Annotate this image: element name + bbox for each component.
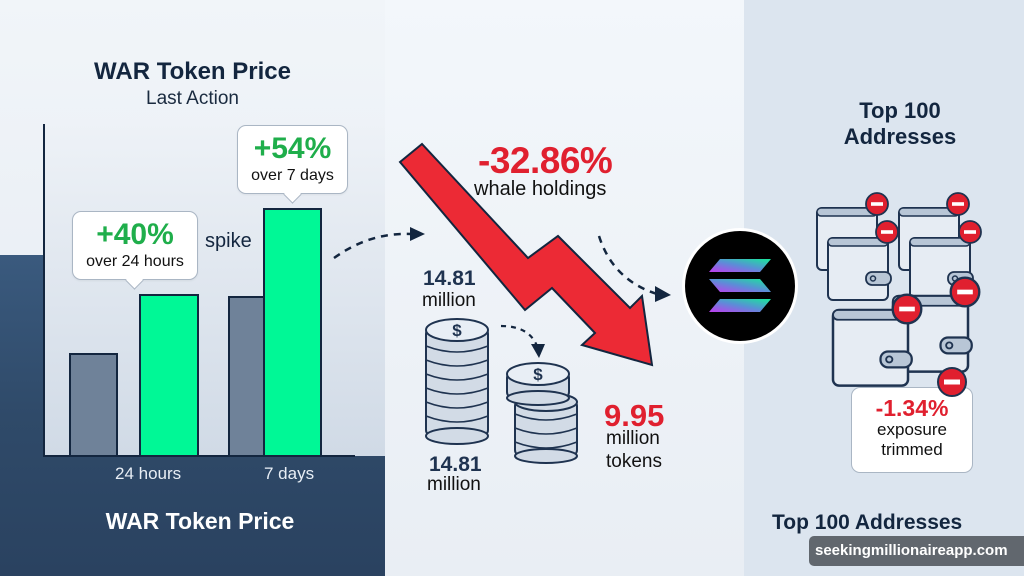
price-subtitle: Last Action — [146, 88, 239, 109]
addresses-title: Top 100 Addresses — [744, 98, 1024, 150]
coin-stack-icon: $ — [425, 318, 489, 445]
addresses-bottom-title: Top 100 Addresses — [772, 511, 963, 534]
price-bottom-title: WAR Token Price — [105, 508, 295, 534]
before-unit: million — [422, 290, 476, 311]
bar-24h-before — [69, 353, 118, 455]
minus-badge-icon — [875, 220, 899, 244]
callout-24h-value: +40% — [96, 218, 174, 251]
minus-badge-icon — [865, 192, 889, 216]
dollar-icon: $ — [452, 321, 462, 340]
spike-label: spike — [205, 230, 252, 252]
wallet-icon — [827, 237, 892, 301]
bar-7d-before — [228, 296, 265, 455]
after-unit-line1: million — [606, 428, 660, 449]
minus-badge-icon — [946, 192, 970, 216]
minus-badge-icon — [937, 367, 967, 397]
addresses-title-line1: Top 100 — [859, 98, 941, 123]
x-label-24h: 24 hours — [115, 464, 182, 483]
x-axis — [43, 455, 355, 457]
exposure-label-line1: exposure — [877, 420, 947, 439]
before-value: 14.81 — [423, 267, 476, 290]
after-value: 9.95 — [604, 398, 665, 433]
callout-7d-value: +54% — [253, 132, 332, 165]
callout-7d: +54% over 7 days — [237, 125, 348, 194]
addresses-title-line2: Addresses — [843, 124, 957, 149]
dashed-arrow-icon — [597, 235, 671, 302]
down-trend-arrow-icon — [398, 142, 654, 367]
dollar-icon: $ — [533, 365, 543, 384]
exposure-label-line2: trimmed — [881, 440, 943, 459]
whale-change-label: whale holdings — [474, 178, 607, 200]
after-unit-line2: tokens — [606, 451, 662, 472]
dashed-arrow-icon — [500, 324, 545, 358]
coin-stack-icon: $ — [506, 362, 578, 464]
price-panel — [0, 0, 385, 576]
before-bottom-value: 14.81 — [429, 453, 482, 476]
x-label-7d: 7 days — [264, 464, 315, 483]
callout-24h: +40% over 24 hours — [72, 211, 198, 280]
bar-24h-after — [139, 294, 199, 455]
exposure-callout: -1.34% exposure trimmed — [851, 387, 973, 473]
dashed-arrow-icon — [333, 227, 425, 260]
solana-logo-icon — [682, 228, 798, 344]
watermark: seekingmillionaireapp.com — [809, 536, 1024, 566]
before-bottom-unit: million — [427, 474, 481, 495]
y-axis — [43, 124, 45, 457]
minus-badge-icon — [958, 220, 982, 244]
price-title: WAR Token Price — [94, 58, 291, 85]
callout-24h-label: over 24 hours — [86, 253, 184, 270]
whale-change-value: -32.86% — [478, 140, 613, 181]
callout-7d-label: over 7 days — [251, 167, 334, 184]
wallet-group-icon — [816, 192, 982, 387]
bar-7d-after — [263, 208, 322, 455]
minus-badge-icon — [891, 293, 923, 325]
exposure-value: -1.34% — [875, 395, 949, 421]
minus-badge-icon — [949, 276, 981, 308]
